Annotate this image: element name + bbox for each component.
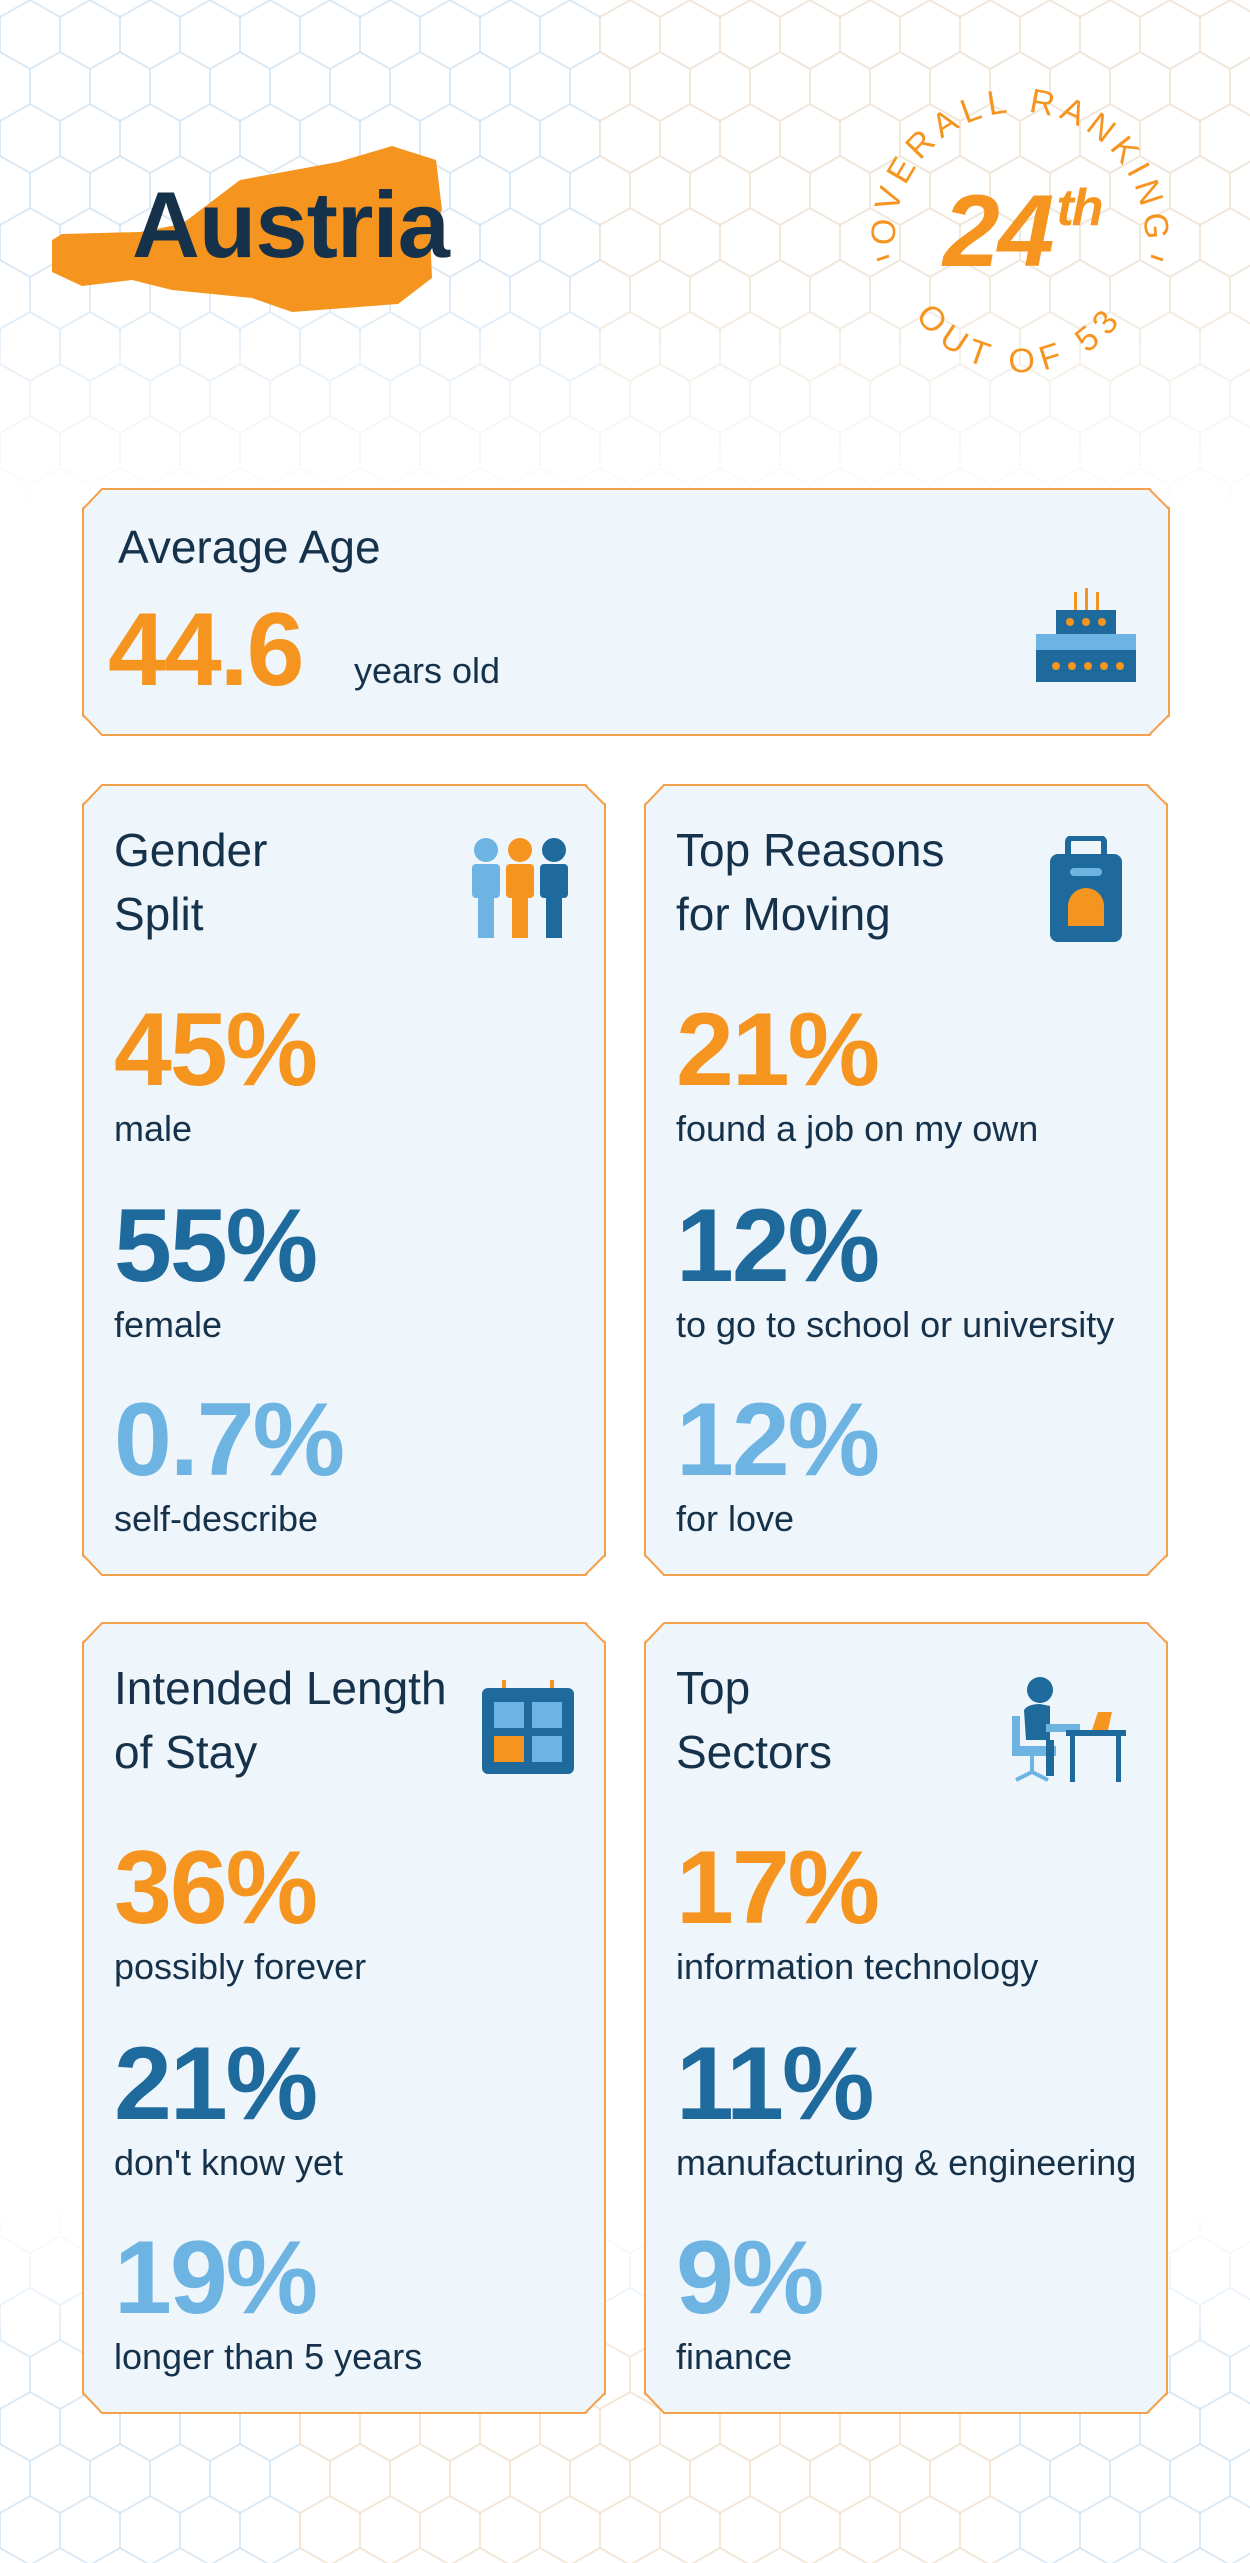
ranking-value: 24th xyxy=(943,179,1104,282)
ranking-badge: OVERALL RANKING OUT OF 53 24th xyxy=(855,72,1185,402)
card-title: Top Sectors xyxy=(676,1662,832,1779)
ranking-ring-text: OVERALL RANKING OUT OF 53 xyxy=(864,82,1169,381)
card-title: Gender Split xyxy=(114,824,268,941)
stat-value: 55% xyxy=(114,1188,317,1304)
stat-value: 19% xyxy=(114,2220,317,2336)
stat-label: male xyxy=(114,1108,193,1149)
stat-item: 12% for love xyxy=(676,1388,878,1540)
stat-item: 9% finance xyxy=(676,2226,822,2378)
top-sectors-card: Top Sectors 17% information technology 1… xyxy=(644,1622,1168,2414)
stat-value: 11% xyxy=(676,2026,873,2142)
stat-label: finance xyxy=(676,2336,793,2377)
stat-item: 45% male xyxy=(114,998,316,1150)
stat-item: 17% information technology xyxy=(676,1836,1038,1988)
header: Austria OVERALL RANKING OUT OF 53 24th xyxy=(0,0,1250,460)
suitcase-icon xyxy=(1048,836,1124,944)
stat-item: 55% female xyxy=(114,1194,316,1346)
rank-number: 24 xyxy=(943,174,1054,288)
length-of-stay-card: Intended Length of Stay 36% possibly for… xyxy=(82,1622,606,2414)
stat-label: information technology xyxy=(676,1946,1039,1987)
average-age-value: 44.6 xyxy=(108,592,303,708)
stat-value: 21% xyxy=(114,2026,317,2142)
stat-value: 21% xyxy=(676,992,879,1108)
stat-item: 21% don't know yet xyxy=(114,2032,343,2184)
stat-item: 19% longer than 5 years xyxy=(114,2226,422,2378)
gender-split-card: Gender Split 45% male 55% female 0.7% se… xyxy=(82,784,606,1576)
stat-item: 12% to go to school or university xyxy=(676,1194,1114,1346)
stat-item: 21% found a job on my own xyxy=(676,998,1038,1150)
stat-label: female xyxy=(114,1304,223,1345)
top-reasons-card: Top Reasons for Moving 21% found a job o… xyxy=(644,784,1168,1576)
stat-value: 36% xyxy=(114,1830,317,1946)
rank-suffix: th xyxy=(1056,179,1103,237)
stat-value: 12% xyxy=(676,1382,879,1498)
stat-label: to go to school or university xyxy=(676,1304,1115,1345)
stat-value: 12% xyxy=(676,1188,879,1304)
people-icon xyxy=(468,836,572,940)
stat-value: 45% xyxy=(114,992,317,1108)
stat-item: 36% possibly forever xyxy=(114,1836,366,1988)
ranking-label-bottom: OUT OF 53 xyxy=(909,297,1124,381)
stat-value: 0.7% xyxy=(114,1382,344,1498)
calendar-icon xyxy=(480,1680,576,1776)
average-age-card: Average Age 44.6 years old xyxy=(82,488,1170,736)
stat-label: self-describe xyxy=(114,1498,319,1539)
stat-label: don't know yet xyxy=(114,2142,344,2183)
stat-label: found a job on my own xyxy=(676,1108,1039,1149)
stat-item: 11% manufacturing & engineering xyxy=(676,2032,1136,2184)
card-title: Top Reasons for Moving xyxy=(676,824,945,941)
stat-label: longer than 5 years xyxy=(114,2336,423,2377)
stat-label: possibly forever xyxy=(114,1946,367,1987)
average-age-unit: years old xyxy=(354,650,501,691)
birthday-cake-icon xyxy=(1034,586,1138,682)
stat-label: for love xyxy=(676,1498,795,1539)
stat-value: 9% xyxy=(676,2220,823,2336)
austria-map-shape xyxy=(52,146,442,312)
page-title: Austria xyxy=(132,172,450,277)
stat-item: 0.7% self-describe xyxy=(114,1388,343,1540)
svg-text:OUT OF 53: OUT OF 53 xyxy=(909,297,1132,381)
stat-label: manufacturing & engineering xyxy=(676,2142,1137,2183)
stat-value: 17% xyxy=(676,1830,879,1946)
person-at-desk-icon xyxy=(1010,1676,1126,1784)
card-title: Average Age xyxy=(118,521,381,573)
card-title: Intended Length of Stay xyxy=(114,1662,447,1779)
